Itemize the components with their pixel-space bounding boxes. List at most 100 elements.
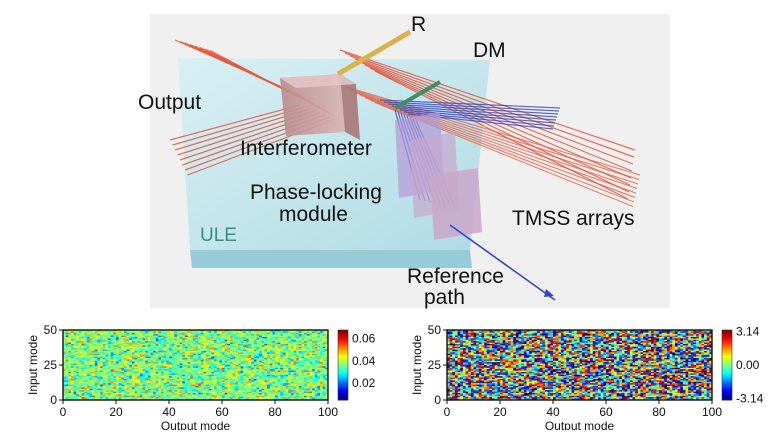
heatmap-cell	[121, 358, 125, 360]
heatmap-cell	[235, 380, 239, 383]
heatmap-cell	[325, 344, 329, 346]
heatmap-cell	[219, 386, 223, 388]
heatmap-cell	[296, 331, 300, 334]
heatmap-cell	[126, 391, 130, 394]
heatmap-cell	[208, 352, 212, 355]
heatmap-cell	[73, 332, 77, 335]
heatmap-cell	[145, 337, 149, 339]
heatmap-cell	[301, 344, 305, 346]
heatmap-cell	[187, 367, 191, 370]
heatmap-cell	[86, 391, 90, 394]
heatmap-cell	[169, 362, 172, 364]
heatmap-cell	[158, 367, 162, 370]
heatmap-cell	[129, 334, 133, 336]
heatmap-cell	[105, 352, 109, 355]
heatmap-cell	[251, 360, 255, 363]
heatmap-cell	[240, 341, 244, 343]
heatmap-cell	[163, 383, 167, 385]
heatmap-cell	[68, 370, 72, 373]
heatmap-cell	[224, 355, 228, 357]
heatmap-cell	[272, 338, 276, 341]
heatmap-cell	[206, 380, 210, 383]
heatmap-cell	[304, 349, 308, 352]
heatmap-cell	[89, 386, 93, 388]
heatmap-cell	[229, 331, 233, 334]
heatmap-cell	[89, 374, 93, 377]
heatmap-cell	[259, 349, 263, 352]
heatmap-cell	[192, 346, 196, 349]
heatmap-cell	[232, 359, 236, 362]
heatmap-cell	[84, 351, 88, 353]
heatmap-cell	[222, 344, 225, 346]
red-beam-line	[369, 67, 630, 193]
heatmap-cell	[92, 355, 96, 357]
heatmap-cell	[240, 338, 244, 341]
heatmap-cell	[222, 380, 225, 383]
heatmap-cell	[182, 335, 186, 338]
heatmap-cell	[113, 384, 117, 387]
heatmap-cell	[314, 358, 318, 360]
heatmap-cell	[84, 353, 88, 356]
heatmap-cell	[306, 383, 310, 385]
heatmap-cell	[126, 388, 130, 391]
heatmap-cell	[137, 372, 141, 374]
heatmap-cell	[253, 352, 257, 355]
heatmap-cell	[158, 372, 162, 374]
heatmap-cell	[224, 367, 228, 370]
heatmap-cell	[65, 337, 69, 339]
heatmap-cell	[179, 349, 183, 352]
heatmap-cell	[277, 358, 281, 360]
heatmap-cell	[192, 381, 196, 384]
heatmap-cell	[179, 387, 183, 390]
heatmap-cell	[248, 348, 252, 350]
heatmap-cell	[282, 351, 286, 353]
heatmap-cell	[153, 393, 157, 395]
heatmap-cell	[92, 395, 96, 398]
heatmap-cell	[224, 363, 228, 366]
heatmap-cell	[275, 351, 278, 353]
heatmap-cell	[81, 346, 85, 349]
heatmap-cell	[290, 341, 294, 343]
heatmap-cell	[325, 390, 329, 392]
heatmap-cell	[272, 370, 276, 373]
heatmap-cell	[214, 358, 218, 360]
heatmap-cell	[171, 330, 175, 332]
heatmap-cell	[314, 349, 318, 352]
heatmap-cell	[309, 341, 313, 343]
heatmap-cell	[110, 373, 114, 376]
heatmap-cell	[150, 349, 154, 352]
heatmap-cell	[240, 387, 244, 390]
heatmap-cell	[94, 345, 98, 348]
heatmap-cell	[142, 372, 146, 374]
heatmap-cell	[306, 386, 310, 388]
heatmap-cell	[211, 356, 215, 359]
heatmap-cell	[134, 363, 138, 366]
heatmap-cell	[70, 360, 74, 363]
heatmap-cell	[110, 330, 114, 332]
red-beam-line	[364, 64, 631, 186]
heatmap-cell	[259, 360, 263, 363]
heatmap-cell	[304, 341, 308, 343]
label-ule: ULE	[200, 225, 237, 246]
heatmap-cell	[306, 377, 310, 380]
heatmap-cell	[280, 397, 284, 399]
heatmap-cell	[92, 394, 96, 397]
heatmap-cell	[192, 339, 196, 342]
heatmap-cell	[325, 391, 329, 394]
heatmap-cell	[280, 358, 284, 360]
heatmap-cell	[126, 335, 130, 338]
heatmap-cell	[267, 377, 271, 380]
heatmap-cell	[166, 359, 170, 362]
heatmap-cell	[126, 373, 130, 376]
heatmap-cell	[102, 369, 106, 371]
heatmap-cell	[169, 369, 172, 371]
heatmap-cell	[182, 374, 186, 377]
heatmap-cell	[320, 381, 324, 384]
heatmap-cell	[86, 355, 90, 357]
heatmap-cell	[317, 372, 321, 374]
heatmap-cell	[304, 374, 308, 377]
heatmap-cell	[123, 332, 127, 335]
heatmap-cell	[158, 353, 162, 356]
heatmap-cell	[290, 362, 294, 364]
heatmap-cell	[70, 337, 74, 339]
